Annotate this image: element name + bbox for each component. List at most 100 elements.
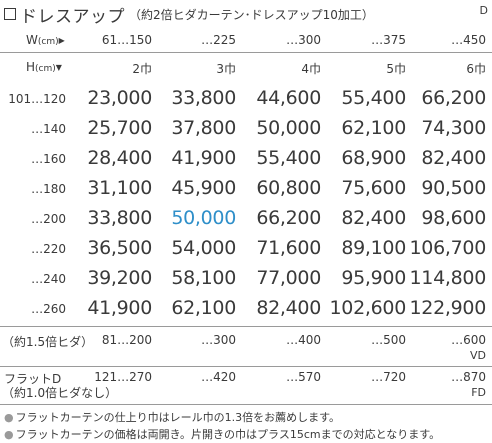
price-cell: 71,600 bbox=[256, 237, 321, 259]
price-cell: 36,500 bbox=[87, 237, 152, 259]
price-cell: 89,100 bbox=[341, 237, 406, 259]
price-row: …180 31,100 45,900 60,800 75,600 90,500 bbox=[0, 173, 492, 203]
triangle-down-icon: ▼ bbox=[55, 63, 62, 72]
price-row: …200 33,800 50,000 66,200 82,400 98,600 bbox=[0, 203, 492, 233]
section-title: ドレスアップ （約2倍ヒダカーテン･ドレスアップ10加工） bbox=[4, 3, 374, 27]
pleat15-width-5: …600 bbox=[451, 333, 486, 347]
height-range: …260 bbox=[31, 302, 66, 316]
panel-count-5: 6巾 bbox=[466, 62, 486, 76]
height-range: …160 bbox=[31, 152, 66, 166]
price-cell: 102,600 bbox=[329, 297, 407, 319]
flat-width-4: …720 bbox=[371, 370, 406, 384]
price-row: …220 36,500 54,000 71,600 89,100 106,700 bbox=[0, 233, 492, 263]
price-cell: 41,900 bbox=[87, 297, 152, 319]
pleat15-tag: VD bbox=[470, 349, 486, 362]
price-cell: 60,800 bbox=[256, 177, 321, 199]
price-cell: 55,400 bbox=[256, 147, 321, 169]
price-cell: 28,400 bbox=[87, 147, 152, 169]
price-cell: 31,100 bbox=[87, 177, 152, 199]
height-range: …220 bbox=[31, 242, 66, 256]
product-note: （約2倍ヒダカーテン･ドレスアップ10加工） bbox=[129, 7, 374, 22]
flat-sublabel: （約1.0倍ヒダなし） bbox=[2, 386, 118, 400]
price-cell: 74,300 bbox=[421, 117, 486, 139]
price-cell: 44,600 bbox=[256, 87, 321, 109]
height-label: H(cm)▼ bbox=[26, 60, 62, 74]
product-name: ドレスアップ bbox=[20, 6, 125, 27]
panel-count-4: 5巾 bbox=[386, 62, 406, 76]
width-range-3: …300 bbox=[286, 33, 321, 47]
height-range: …200 bbox=[31, 212, 66, 226]
panel-count-3: 4巾 bbox=[301, 62, 321, 76]
width-range-4: …375 bbox=[371, 33, 406, 47]
bullet-icon: ● bbox=[4, 411, 14, 424]
pleat15-label: （約1.5倍ヒダ） bbox=[2, 335, 94, 349]
price-cell: 122,900 bbox=[409, 297, 487, 319]
price-cell: 82,400 bbox=[256, 297, 321, 319]
price-cell: 62,100 bbox=[171, 297, 236, 319]
pleat15-width-4: …500 bbox=[371, 333, 406, 347]
type-tag: D bbox=[479, 4, 488, 17]
price-cell: 58,100 bbox=[171, 267, 236, 289]
height-range: …180 bbox=[31, 182, 66, 196]
flat-width-2: …420 bbox=[201, 370, 236, 384]
height-header-row: H(cm)▼ 2巾 3巾 4巾 5巾 6巾 bbox=[0, 58, 492, 76]
price-cell: 82,400 bbox=[341, 207, 406, 229]
pleat15-width-3: …400 bbox=[286, 333, 321, 347]
price-cell: 82,400 bbox=[421, 147, 486, 169]
price-cell: 37,800 bbox=[171, 117, 236, 139]
width-header-row: W(cm)▶ 61…150 …225 …300 …375 …450 bbox=[0, 31, 492, 49]
rule bbox=[0, 366, 492, 367]
price-cell: 68,900 bbox=[341, 147, 406, 169]
price-cell: 77,000 bbox=[256, 267, 321, 289]
rule bbox=[0, 326, 492, 327]
flat-width-5: …870 bbox=[451, 370, 486, 384]
price-cell: 66,200 bbox=[256, 207, 321, 229]
price-row: …140 25,700 37,800 50,000 62,100 74,300 bbox=[0, 113, 492, 143]
price-cell: 95,900 bbox=[341, 267, 406, 289]
price-cell: 33,800 bbox=[171, 87, 236, 109]
pleat15-width-2: …300 bbox=[201, 333, 236, 347]
width-range-1: 61…150 bbox=[101, 33, 152, 47]
price-cell: 41,900 bbox=[171, 147, 236, 169]
panel-count-1: 2巾 bbox=[132, 62, 152, 76]
height-range: 101…120 bbox=[8, 92, 66, 106]
bullet-icon: ● bbox=[4, 428, 14, 441]
price-cell: 33,800 bbox=[87, 207, 152, 229]
note-item: ● フラットカーテンの仕上り巾はレール巾の1.3倍をお薦めします。 bbox=[4, 411, 341, 424]
price-cell: 39,200 bbox=[87, 267, 152, 289]
height-range: …140 bbox=[31, 122, 66, 136]
price-cell: 55,400 bbox=[341, 87, 406, 109]
checkbox-square-icon bbox=[4, 8, 16, 20]
flat-tag: FD bbox=[471, 386, 486, 399]
triangle-right-icon: ▶ bbox=[58, 36, 65, 45]
rule bbox=[0, 52, 492, 53]
price-cell: 66,200 bbox=[421, 87, 486, 109]
price-cell: 50,000 bbox=[256, 117, 321, 139]
flat-width-3: …570 bbox=[286, 370, 321, 384]
flat-label: フラットD bbox=[4, 372, 62, 386]
flat-row: フラットD （約1.0倍ヒダなし） 121…270 …420 …570 …720… bbox=[0, 369, 492, 403]
price-cell: 106,700 bbox=[409, 237, 487, 259]
price-row: 101…120 23,000 33,800 44,600 55,400 66,2… bbox=[0, 83, 492, 113]
price-cell: 45,900 bbox=[171, 177, 236, 199]
price-row: …160 28,400 41,900 55,400 68,900 82,400 bbox=[0, 143, 492, 173]
flat-width-1: 121…270 bbox=[94, 370, 152, 384]
price-cell-highlighted: 50,000 bbox=[171, 207, 236, 229]
price-cell: 90,500 bbox=[421, 177, 486, 199]
price-row: …240 39,200 58,100 77,000 95,900 114,800 bbox=[0, 263, 492, 293]
price-cell: 54,000 bbox=[171, 237, 236, 259]
price-cell: 75,600 bbox=[341, 177, 406, 199]
note-item: ● フラットカーテンの価格は両開き。片開きの巾はプラス15cmまでの対応となります… bbox=[4, 428, 441, 441]
price-cell: 98,600 bbox=[421, 207, 486, 229]
height-range: …240 bbox=[31, 272, 66, 286]
price-cell: 23,000 bbox=[87, 87, 152, 109]
price-cell: 114,800 bbox=[409, 267, 487, 289]
price-cell: 25,700 bbox=[87, 117, 152, 139]
price-row: …260 41,900 62,100 82,400 102,600 122,90… bbox=[0, 293, 492, 323]
width-label: W(cm)▶ bbox=[26, 33, 65, 47]
pleat15-row: （約1.5倍ヒダ） 81…200 …300 …400 …500 …600 VD bbox=[0, 331, 492, 365]
pleat15-width-1: 81…200 bbox=[101, 333, 152, 347]
panel-count-2: 3巾 bbox=[216, 62, 236, 76]
rule bbox=[0, 404, 492, 405]
price-cell: 62,100 bbox=[341, 117, 406, 139]
